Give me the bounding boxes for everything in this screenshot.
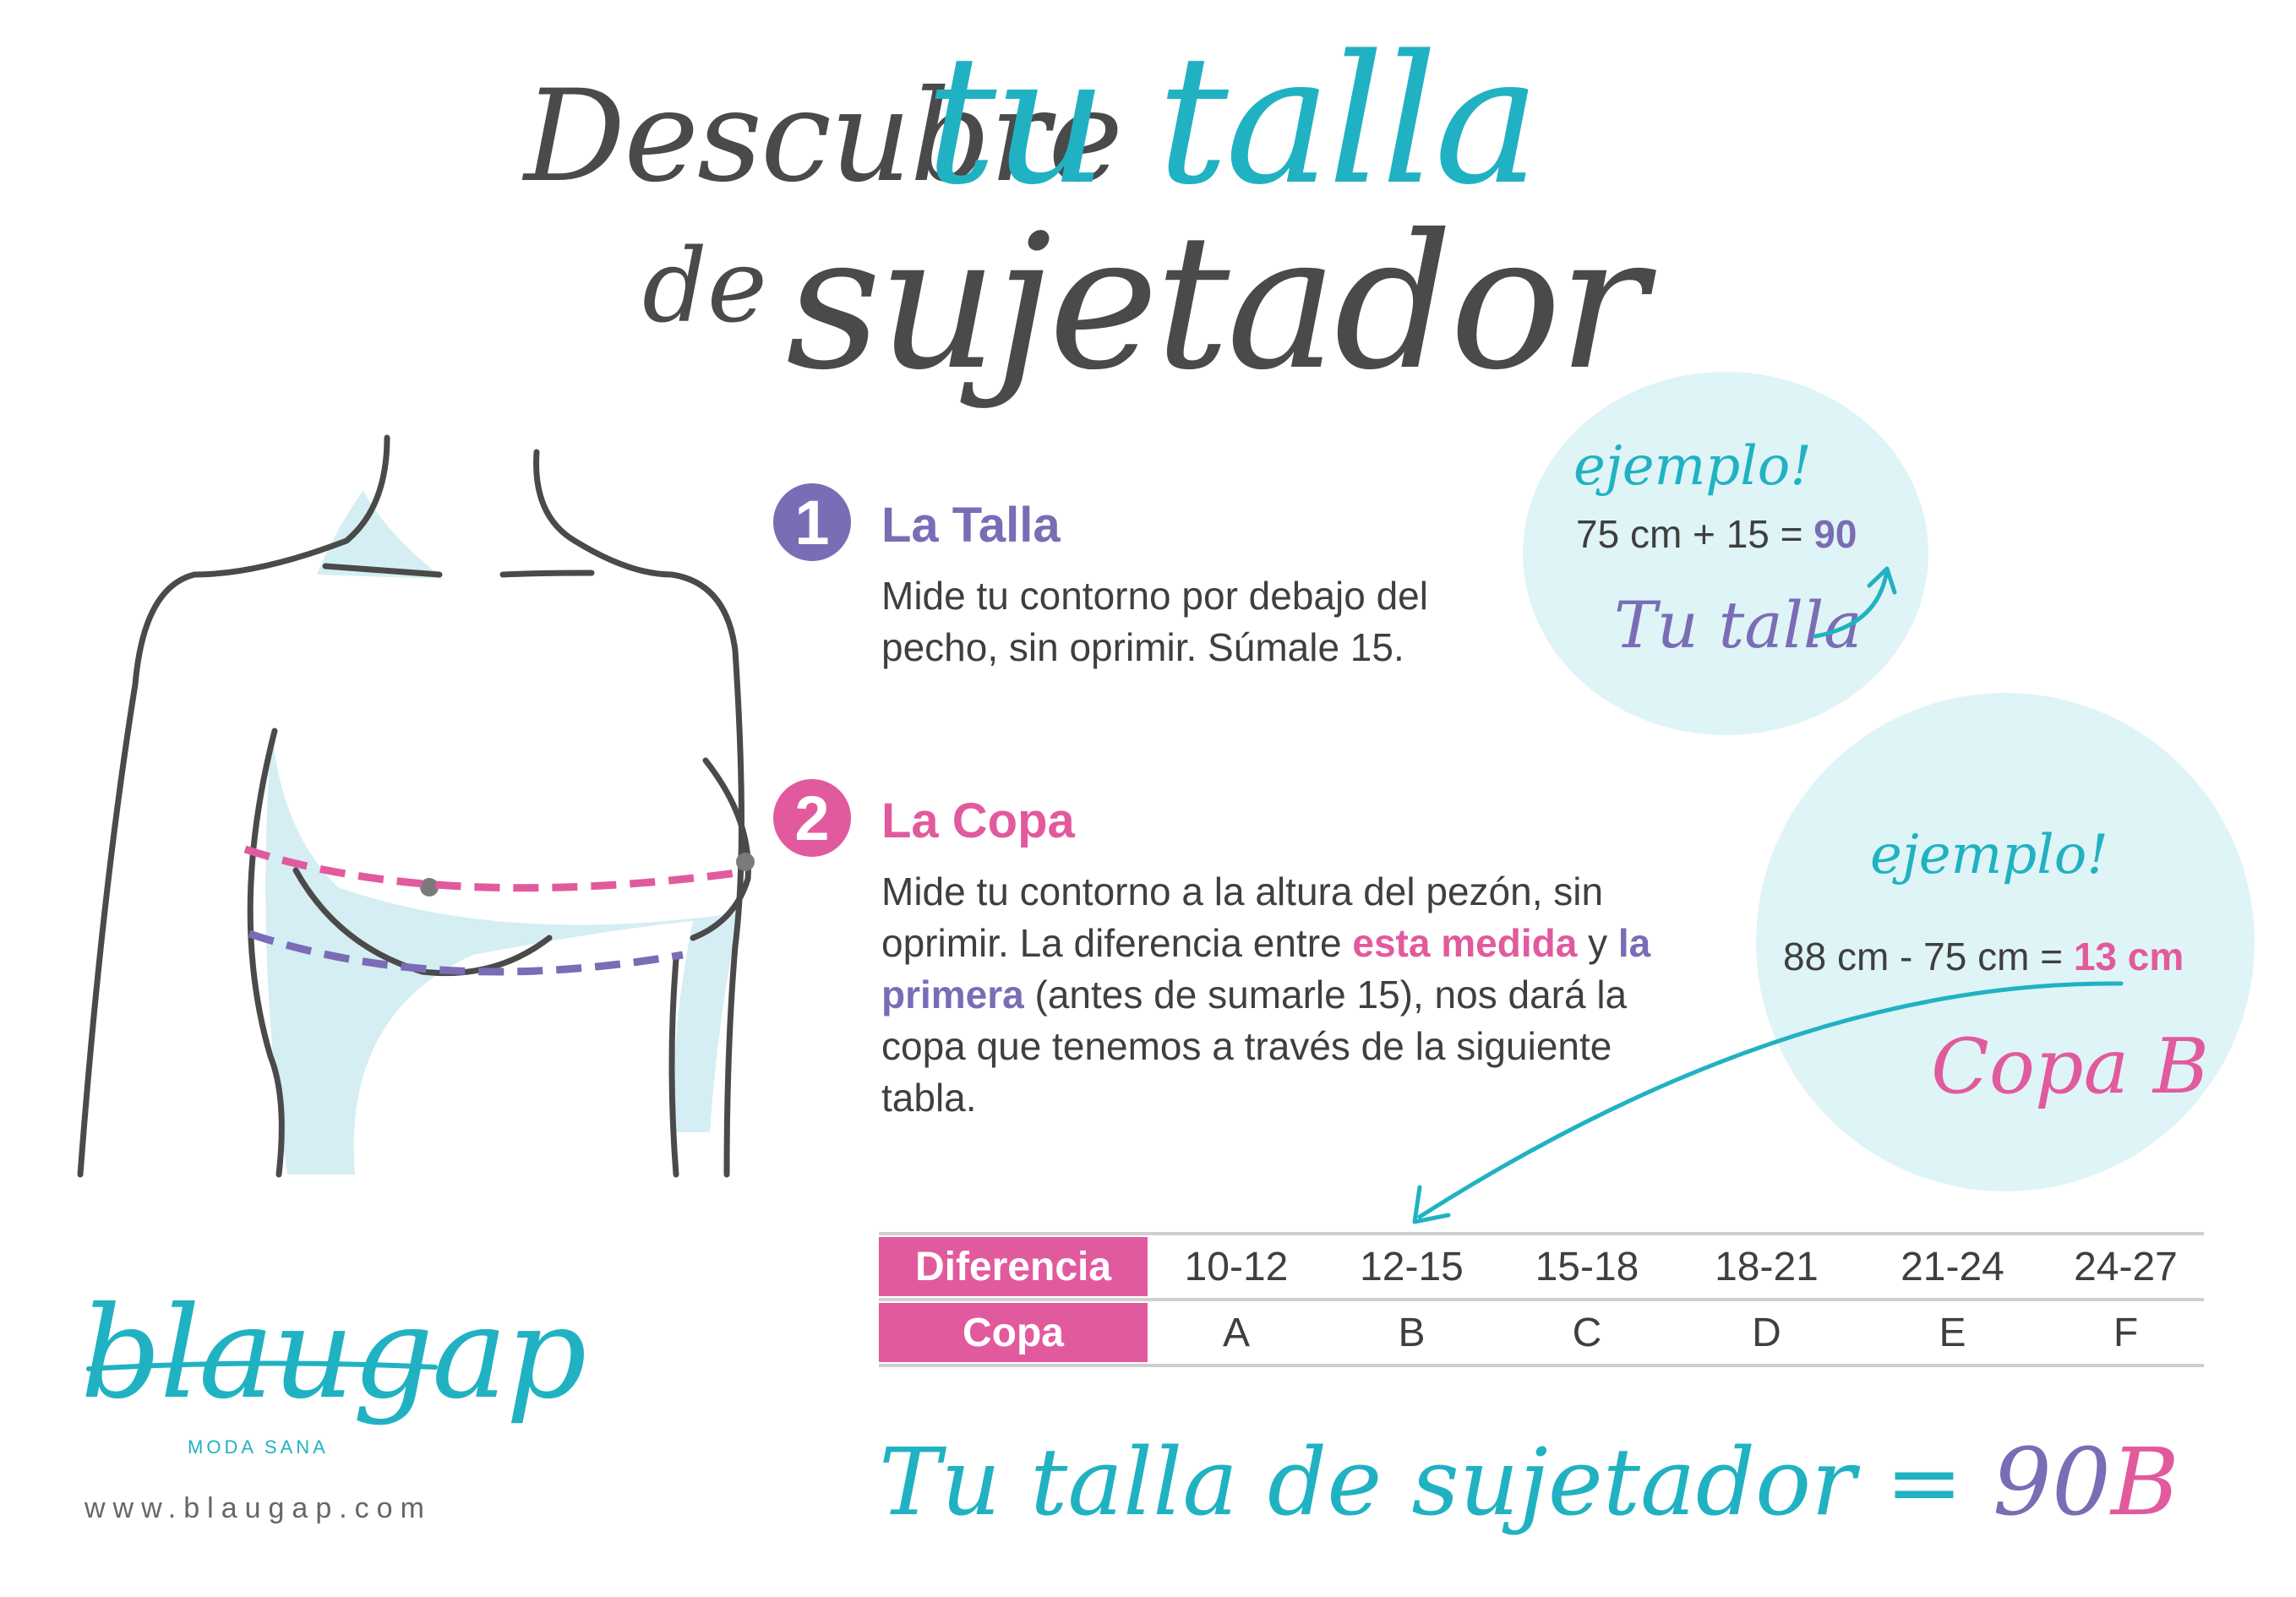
bust-measure-line (243, 845, 744, 892)
table-middle-rule (879, 1298, 2204, 1301)
table-cell-diff: 12-15 (1360, 1244, 1464, 1289)
collarbone-right (499, 570, 595, 578)
final-size-line: Tu talla de sujetador = 90B (879, 1428, 2179, 1536)
final-size-cup: B (2110, 1428, 2179, 1536)
arm-right-inner (668, 956, 679, 1178)
table-row-copa: Copa A B C D E F (879, 1301, 2204, 1364)
table-bottom-rule (879, 1364, 2204, 1367)
table-cell-diff: 24-27 (2074, 1244, 2178, 1289)
table-cell-cup: A (1222, 1310, 1250, 1355)
brand-tagline: MODA SANA (188, 1436, 329, 1458)
table-header-diferencia: Diferencia (879, 1237, 1148, 1296)
example2-label: ejemplo! (1870, 824, 2108, 886)
step2-number-badge: 2 (773, 779, 851, 857)
step2-text: Mide tu contorno a la altura del pezón, … (881, 866, 1693, 1124)
torso-shadow-shape (265, 727, 739, 1175)
neck-right-line (533, 449, 744, 1178)
nipple-left (420, 878, 439, 897)
table-cell-diff: 15-18 (1535, 1244, 1639, 1289)
example1-label: ejemplo! (1573, 435, 1812, 498)
example2-calculation: 88 cm - 75 cm = 13 cm (1783, 934, 2184, 979)
table-cell-diff: 10-12 (1184, 1244, 1289, 1289)
collarbone-left (322, 563, 443, 578)
arm-left-inner (247, 728, 285, 1178)
neck-shadow-shape (317, 490, 444, 579)
final-size-number: 90 (1992, 1428, 2111, 1536)
example2-circle (1756, 693, 2255, 1191)
example1-circle (1523, 372, 1928, 735)
logo-swash-icon (86, 1360, 438, 1371)
title-word-sujetador: sujetador (786, 194, 1647, 411)
table-cell-cup: B (1398, 1310, 1426, 1355)
underbust-measure-line (248, 929, 684, 976)
example2-calc-result: 13 cm (2073, 935, 2184, 978)
table-cell-cup: C (1572, 1310, 1602, 1355)
step1-heading: La Talla (881, 498, 1061, 553)
table-cell-diff: 18-21 (1715, 1244, 1819, 1289)
example2-result-label: Copa B (1931, 1022, 2210, 1111)
table-cell-cup: F (2113, 1310, 2139, 1355)
example1-arrow-icon (1813, 566, 1897, 639)
table-cell-diff: 21-24 (1901, 1244, 2004, 1289)
step2-highlight-la-primera: la primera (881, 921, 1651, 1017)
example1-result-label: Tu talla (1614, 587, 1862, 662)
step2-text-a: Mide tu contorno a la altura del pezón, … (881, 869, 1604, 965)
nipple-right (736, 853, 755, 871)
step2-text-c: (antes de sumarle 15), nos dará la copa … (881, 973, 1628, 1120)
neck-left-line (77, 434, 390, 1178)
title-word-descubre: Descubre (524, 63, 1123, 210)
step1-number-badge: 1 (773, 483, 851, 561)
torso-illustration (77, 434, 755, 1178)
example1-calculation: 75 cm + 15 = 90 (1576, 511, 1857, 557)
title-word-tu-talla: tu talla (925, 17, 1541, 224)
step2-heading: La Copa (881, 793, 1075, 848)
final-size-prefix: Tu talla de sujetador = (879, 1428, 1993, 1536)
cup-size-table: Diferencia 10-12 12-15 15-18 18-21 21-24… (879, 1232, 2204, 1367)
table-cell-cup: E (1939, 1310, 1966, 1355)
title-word-de: de (642, 228, 767, 346)
example1-calc-result: 90 (1813, 512, 1857, 556)
table-cell-cup: D (1752, 1310, 1781, 1355)
website-link[interactable]: www.blaugap.com (85, 1492, 432, 1524)
breast-right-curve (690, 757, 751, 941)
step1-text: Mide tu contorno por debajo del pecho, s… (881, 574, 1428, 669)
step2-highlight-esta-medida: esta medida (1352, 921, 1578, 965)
table-row-diferencia: Diferencia 10-12 12-15 15-18 18-21 21-24… (879, 1235, 2204, 1298)
example2-to-table-arrow-icon (1412, 981, 2124, 1224)
blaugap-logo: blaugap (80, 1280, 586, 1427)
table-top-rule (879, 1232, 2204, 1235)
step2-text-b: y (1577, 921, 1618, 965)
example2-calc-prefix: 88 cm - 75 cm = (1783, 935, 2074, 978)
table-header-copa: Copa (879, 1303, 1148, 1362)
example1-calc-prefix: 75 cm + 15 = (1576, 512, 1814, 556)
